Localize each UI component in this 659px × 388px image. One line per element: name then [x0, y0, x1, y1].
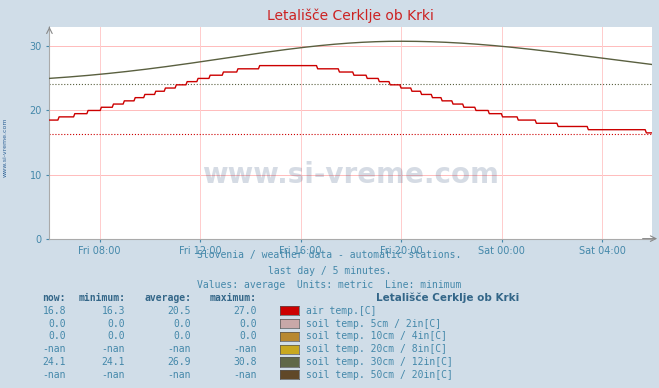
Text: 16.8: 16.8 — [42, 306, 66, 316]
Text: www.si-vreme.com: www.si-vreme.com — [202, 161, 500, 189]
Text: 26.9: 26.9 — [167, 357, 191, 367]
Text: -nan: -nan — [42, 370, 66, 380]
Text: Values: average  Units: metric  Line: minimum: Values: average Units: metric Line: mini… — [197, 280, 462, 290]
Text: 0.0: 0.0 — [239, 319, 257, 329]
Text: -nan: -nan — [101, 344, 125, 354]
Text: maximum:: maximum: — [210, 293, 257, 303]
Text: 0.0: 0.0 — [48, 331, 66, 341]
Text: -nan: -nan — [233, 344, 257, 354]
Title: Letališče Cerklje ob Krki: Letališče Cerklje ob Krki — [268, 9, 434, 23]
Text: -nan: -nan — [42, 344, 66, 354]
Text: 0.0: 0.0 — [48, 319, 66, 329]
Text: soil temp. 50cm / 20in[C]: soil temp. 50cm / 20in[C] — [306, 370, 453, 380]
Text: -nan: -nan — [233, 370, 257, 380]
Text: air temp.[C]: air temp.[C] — [306, 306, 377, 316]
Text: soil temp. 20cm / 8in[C]: soil temp. 20cm / 8in[C] — [306, 344, 447, 354]
Text: 0.0: 0.0 — [173, 331, 191, 341]
Text: 27.0: 27.0 — [233, 306, 257, 316]
Text: 0.0: 0.0 — [107, 319, 125, 329]
Text: Letališče Cerklje ob Krki: Letališče Cerklje ob Krki — [376, 293, 520, 303]
Text: last day / 5 minutes.: last day / 5 minutes. — [268, 266, 391, 276]
Text: www.si-vreme.com: www.si-vreme.com — [3, 118, 8, 177]
Text: 20.5: 20.5 — [167, 306, 191, 316]
Text: 16.3: 16.3 — [101, 306, 125, 316]
Text: soil temp. 30cm / 12in[C]: soil temp. 30cm / 12in[C] — [306, 357, 453, 367]
Text: 0.0: 0.0 — [107, 331, 125, 341]
Text: 0.0: 0.0 — [173, 319, 191, 329]
Text: 30.8: 30.8 — [233, 357, 257, 367]
Text: soil temp. 10cm / 4in[C]: soil temp. 10cm / 4in[C] — [306, 331, 447, 341]
Text: average:: average: — [144, 293, 191, 303]
Text: 0.0: 0.0 — [239, 331, 257, 341]
Text: 24.1: 24.1 — [42, 357, 66, 367]
Text: soil temp. 5cm / 2in[C]: soil temp. 5cm / 2in[C] — [306, 319, 442, 329]
Text: 24.1: 24.1 — [101, 357, 125, 367]
Text: minimum:: minimum: — [78, 293, 125, 303]
Text: -nan: -nan — [167, 370, 191, 380]
Text: now:: now: — [42, 293, 66, 303]
Text: -nan: -nan — [101, 370, 125, 380]
Text: Slovenia / weather data - automatic stations.: Slovenia / weather data - automatic stat… — [197, 250, 462, 260]
Text: -nan: -nan — [167, 344, 191, 354]
